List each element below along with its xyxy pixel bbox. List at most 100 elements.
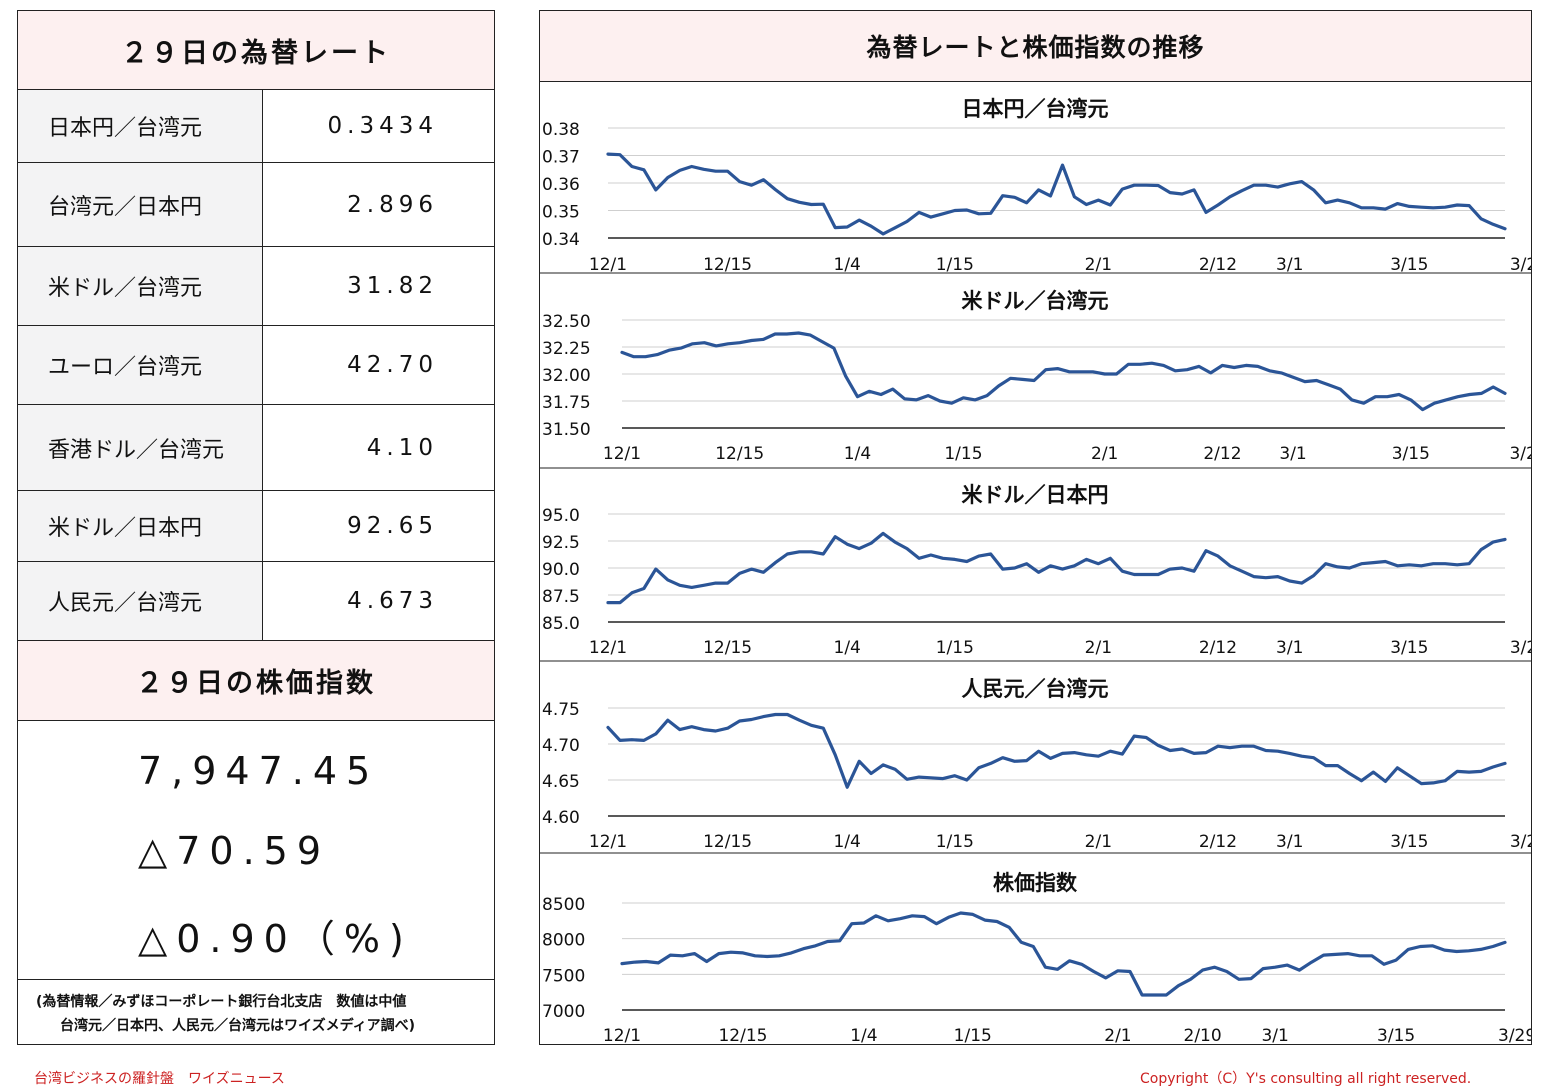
x-tick-label: 2/12 [1199, 255, 1237, 275]
chart-title: 米ドル／日本円 [962, 483, 1109, 507]
x-tick-label: 1/15 [944, 444, 982, 464]
x-tick-label: 2/1 [1104, 1026, 1131, 1044]
chart-title: 日本円／台湾元 [962, 97, 1109, 121]
y-tick-label: 8500 [542, 895, 585, 915]
x-tick-label: 12/1 [589, 832, 627, 852]
x-tick-label: 3/15 [1392, 444, 1430, 464]
rate-label: 台湾元／日本円 [18, 163, 263, 246]
rate-value: 42.70 [347, 352, 438, 378]
y-tick-label: 31.75 [542, 393, 591, 413]
x-tick-label: 12/15 [703, 832, 752, 852]
charts-panel: 為替レートと株価指数の推移 日本円／台湾元 0.38 0.37 0.36 0.35 0.3… [539, 10, 1532, 1045]
x-tick-label: 3/29 [1510, 255, 1531, 275]
table-row: 人民元／台湾元 4.673 [18, 562, 494, 641]
y-tick-label: 32.00 [542, 366, 591, 386]
x-tick-label: 3/1 [1276, 638, 1303, 658]
series-line [620, 911, 1507, 997]
y-tick-label: 32.50 [542, 312, 591, 332]
charts-title: 為替レートと株価指数の推移 [540, 11, 1531, 82]
y-tick-label: 0.37 [542, 148, 580, 168]
x-tick-label: 1/15 [936, 832, 974, 852]
x-tick-label: 3/15 [1390, 832, 1428, 852]
x-tick-label: 2/12 [1199, 832, 1237, 852]
rate-label: 人民元／台湾元 [18, 562, 263, 640]
x-tick-label: 2/1 [1085, 255, 1112, 275]
x-tick-label: 1/4 [844, 444, 871, 464]
rate-label: 米ドル／日本円 [18, 491, 263, 561]
x-tick-label: 1/4 [850, 1026, 877, 1044]
chart-title: 米ドル／台湾元 [962, 289, 1109, 313]
source-note: (為替情報／みずほコーポレート銀行台北支店 数値は中値 台湾元／日本円、人民元／… [18, 979, 494, 1046]
footer-copyright: Copyright（C）Y's consulting all right res… [1140, 1071, 1472, 1087]
rate-label: 日本円／台湾元 [18, 90, 263, 162]
x-tick-label: 12/15 [703, 255, 752, 275]
series-line [606, 712, 1507, 789]
x-tick-label: 3/1 [1276, 255, 1303, 275]
y-tick-label: 95.0 [542, 506, 580, 526]
x-tick-label: 1/15 [954, 1026, 992, 1044]
rate-label: ユーロ／台湾元 [18, 326, 263, 404]
y-tick-label: 87.5 [542, 587, 580, 607]
rate-value: 4.673 [347, 588, 438, 614]
x-tick-label: 12/1 [589, 638, 627, 658]
table-row: 米ドル／台湾元 31.82 [18, 247, 494, 326]
table-row: 米ドル／日本円 92.65 [18, 491, 494, 562]
rate-label: 香港ドル／台湾元 [18, 405, 263, 490]
footer-brand: 台湾ビジネスの羅針盤 ワイズニュース [34, 1071, 285, 1087]
x-tick-label: 3/29 [1509, 444, 1531, 464]
rate-value: 0.3434 [327, 113, 438, 139]
x-tick-label: 12/15 [715, 444, 764, 464]
x-tick-label: 3/29 [1510, 832, 1531, 852]
x-tick-label: 3/15 [1377, 1026, 1415, 1044]
y-tick-label: 0.34 [542, 230, 580, 250]
x-tick-label: 12/1 [603, 1026, 641, 1044]
rates-panel: ２９日の為替レート 日本円／台湾元 0.3434 台湾元／日本円 2.896 米… [17, 10, 495, 1045]
series-line [606, 152, 1507, 236]
rate-value: 4.10 [366, 434, 438, 461]
source-note-line2: 台湾元／日本円、人民元／台湾元はワイズメディア調べ) [60, 1018, 415, 1034]
series-line [606, 531, 1507, 605]
y-tick-label: 0.36 [542, 175, 580, 195]
x-tick-label: 3/29 [1498, 1026, 1531, 1044]
chart-title: 株価指数 [993, 871, 1078, 895]
x-tick-label: 3/1 [1276, 832, 1303, 852]
table-row: 香港ドル／台湾元 4.10 [18, 405, 494, 491]
x-tick-label: 12/1 [589, 255, 627, 275]
source-note-line1: (為替情報／みずほコーポレート銀行台北支店 数値は中値 [36, 994, 407, 1010]
y-tick-label: 0.38 [542, 120, 580, 140]
rate-value: 2.896 [347, 191, 438, 218]
x-tick-label: 3/1 [1261, 1026, 1288, 1044]
x-tick-label: 3/15 [1390, 638, 1428, 658]
y-tick-label: 31.50 [542, 420, 591, 440]
y-tick-label: 4.70 [542, 736, 580, 756]
table-row: 台湾元／日本円 2.896 [18, 163, 494, 247]
table-row: 日本円／台湾元 0.3434 [18, 90, 494, 163]
chart-title: 人民元／台湾元 [962, 677, 1109, 701]
x-tick-label: 12/15 [718, 1026, 767, 1044]
stock-title: ２９日の株価指数 [18, 641, 494, 721]
x-tick-label: 1/4 [834, 638, 861, 658]
y-tick-label: 0.35 [542, 203, 580, 223]
x-tick-label: 3/15 [1390, 255, 1428, 275]
y-tick-label: 92.5 [542, 533, 580, 553]
x-tick-label: 2/12 [1203, 444, 1241, 464]
charts-canvas: 日本円／台湾元 0.38 0.37 0.36 0.35 0.34 12/1 12/15 1/4 1… [540, 97, 1531, 1044]
x-tick-label: 2/12 [1199, 638, 1237, 658]
x-tick-label: 3/1 [1279, 444, 1306, 464]
y-tick-label: 7500 [542, 966, 585, 986]
x-tick-label: 1/4 [834, 832, 861, 852]
x-tick-label: 3/29 [1510, 638, 1531, 658]
rate-label: 米ドル／台湾元 [18, 247, 263, 325]
x-tick-label: 2/1 [1085, 832, 1112, 852]
x-tick-label: 1/4 [834, 255, 861, 275]
y-tick-label: 4.60 [542, 808, 580, 828]
x-tick-label: 1/15 [936, 255, 974, 275]
x-tick-label: 2/1 [1085, 638, 1112, 658]
stock-index-change-percent: △0.90（%) [138, 917, 413, 961]
y-tick-label: 85.0 [542, 614, 580, 634]
x-tick-label: 12/15 [703, 638, 752, 658]
y-tick-label: 4.75 [542, 700, 580, 720]
y-tick-label: 7000 [542, 1002, 585, 1022]
series-line [620, 331, 1507, 412]
y-tick-label: 8000 [542, 931, 585, 951]
